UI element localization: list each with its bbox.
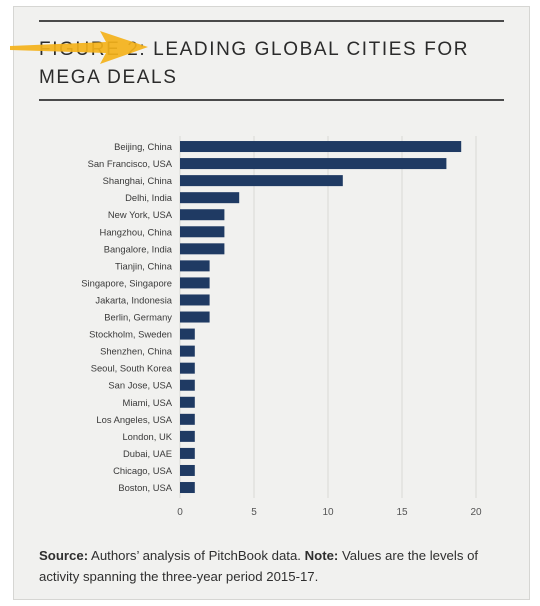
bar (180, 209, 225, 221)
category-label: Beijing, China (114, 141, 173, 152)
bar (180, 294, 210, 306)
category-label: San Francisco, USA (88, 158, 173, 169)
bar (180, 328, 195, 340)
bar (180, 260, 210, 272)
x-tick-label: 0 (177, 507, 183, 518)
category-label: Singapore, Singapore (81, 277, 172, 288)
bar (180, 345, 195, 357)
x-tick-label: 5 (251, 507, 257, 518)
figure-panel (13, 6, 530, 600)
source-label: Source: (39, 548, 89, 563)
bar (180, 277, 210, 289)
category-label: Miami, USA (123, 397, 173, 408)
category-label: Dubai, UAE (123, 448, 172, 459)
note-label: Note: (304, 548, 339, 563)
category-label: Chicago, USA (113, 465, 173, 476)
category-label: Los Angeles, USA (96, 414, 172, 425)
category-label: Seoul, South Korea (91, 363, 173, 374)
category-label: Delhi, India (125, 192, 173, 203)
category-label: Berlin, Germany (104, 312, 172, 323)
bar (180, 396, 195, 408)
bar (180, 175, 343, 187)
x-tick-label: 15 (396, 507, 408, 518)
bar (180, 430, 195, 442)
note-text: Values are the levels of activity spanni… (39, 548, 479, 584)
x-tick-label: 10 (322, 507, 334, 518)
category-label: London, UK (122, 431, 172, 442)
bar (180, 243, 225, 255)
bar (180, 447, 195, 459)
bar (180, 464, 195, 476)
bar (180, 379, 195, 391)
bar (180, 158, 447, 170)
x-tick-label: 20 (470, 507, 482, 518)
category-label: Hangzhou, China (100, 226, 173, 237)
category-label: Bangalore, India (104, 243, 173, 254)
bar (180, 141, 462, 153)
category-label: Tianjin, China (115, 260, 173, 271)
bar (180, 226, 225, 238)
title-underline (39, 99, 504, 101)
top-rule (39, 20, 504, 22)
category-label: Jakarta, Indonesia (95, 294, 172, 305)
bar (180, 413, 195, 425)
source-text: Authors’ analysis of PitchBook data. (88, 548, 305, 563)
category-label: New York, USA (108, 209, 173, 220)
bar (180, 362, 195, 374)
bar (180, 192, 240, 204)
category-label: Shanghai, China (103, 175, 173, 186)
category-label: Shenzhen, China (100, 346, 173, 357)
source-note: Source: Authors’ analysis of PitchBook d… (39, 545, 479, 587)
category-label: San Jose, USA (108, 380, 172, 391)
category-label: Stockholm, Sweden (89, 329, 172, 340)
figure-title: FIGURE 2: LEADING GLOBAL CITIES FOR MEGA… (39, 39, 470, 88)
bar (180, 311, 210, 323)
highlight-arrow-icon (10, 31, 148, 64)
bar (180, 482, 195, 494)
category-label: Boston, USA (118, 482, 172, 493)
